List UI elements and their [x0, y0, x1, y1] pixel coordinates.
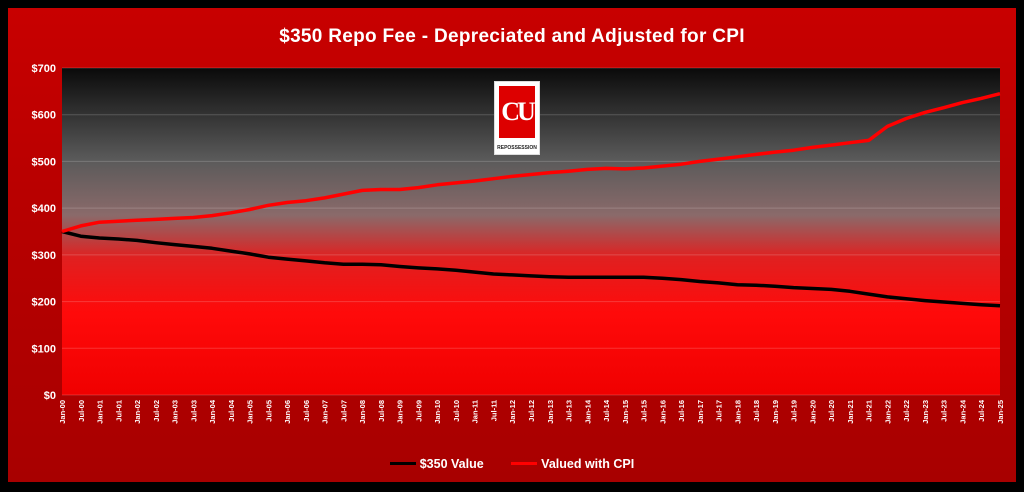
x-tick-label: Jul-17: [715, 400, 724, 422]
x-tick-label: Jul-16: [677, 400, 686, 422]
x-tick-label: Jul-15: [640, 400, 649, 422]
logo-monogram: CU: [499, 86, 536, 138]
x-tick-label: Jul-00: [77, 400, 86, 422]
x-tick-label: Jul-18: [752, 400, 761, 422]
x-tick-label: Jan-18: [733, 400, 742, 424]
legend-item-cpi: Valued with CPI: [511, 457, 634, 471]
x-tick-label: Jul-13: [565, 400, 574, 422]
x-tick-label: Jan-16: [658, 400, 667, 424]
x-tick-label: Jul-03: [189, 400, 198, 422]
y-tick-label: $0: [44, 390, 56, 402]
x-tick-label: Jan-17: [696, 400, 705, 424]
x-tick-label: Jul-01: [114, 400, 123, 422]
x-tick-label: Jan-12: [508, 400, 517, 424]
legend-swatch-350-value: [389, 462, 416, 465]
legend-item-350-value: $350 Value: [389, 456, 484, 471]
x-tick-label: Jan-08: [358, 400, 367, 424]
y-tick-label: $400: [32, 203, 56, 215]
legend-label-cpi: Valued with CPI: [541, 456, 635, 471]
x-tick-label: Jan-19: [771, 400, 780, 424]
x-tick-label: Jul-06: [302, 400, 311, 422]
x-tick-label: Jul-23: [940, 400, 949, 422]
series-line-cpi: [61, 92, 1001, 234]
x-tick-label: Jan-06: [283, 400, 292, 424]
x-tick-label: Jul-19: [790, 400, 799, 422]
x-tick-label: Jan-25: [996, 400, 1005, 424]
x-tick-label: Jul-12: [527, 400, 536, 422]
x-tick-label: Jul-20: [827, 400, 836, 422]
chart-panel: $350 Repo Fee - Depreciated and Adjusted…: [8, 8, 1016, 482]
legend-label-350-value: $350 Value: [419, 456, 484, 471]
x-tick-label: Jan-05: [246, 400, 255, 424]
x-tick-label: Jan-07: [321, 400, 330, 424]
y-tick-label: $200: [32, 297, 56, 309]
x-tick-label: Jul-11: [489, 400, 498, 421]
x-tick-label: Jan-11: [471, 400, 480, 423]
chart-title: $350 Repo Fee - Depreciated and Adjusted…: [279, 26, 745, 47]
x-tick-label: Jan-01: [96, 400, 105, 424]
x-tick-label: Jul-22: [902, 400, 911, 422]
x-tick-label: Jan-14: [583, 399, 592, 424]
y-tick-label: $500: [32, 156, 56, 168]
x-tick-label: Jul-10: [452, 400, 461, 422]
x-tick-label: Jan-24: [958, 399, 967, 424]
x-tick-label: Jul-14: [602, 399, 611, 422]
logo-word: REPOSSESSION: [497, 145, 537, 151]
x-tick-label: Jul-09: [414, 400, 423, 422]
y-tick-label: $600: [32, 110, 56, 122]
x-tick-label: Jan-22: [883, 400, 892, 424]
x-tick-label: Jan-02: [133, 400, 142, 424]
logo: CU REPOSSESSION: [494, 81, 540, 155]
x-tick-label: Jan-04: [208, 399, 217, 424]
y-tick-label: $700: [32, 63, 56, 75]
x-tick-label: Jul-04: [227, 399, 236, 422]
y-tick-label: $300: [32, 250, 56, 262]
plot-area: $0 $100 $200 $300 $400 $500 $600 $700 Jan-00 Jul…: [32, 63, 1005, 424]
x-tick-label: Jan-03: [171, 400, 180, 424]
x-tick-label: Jul-21: [865, 400, 874, 422]
x-tick-label: Jan-09: [396, 400, 405, 424]
x-tick-label: Jul-07: [339, 400, 348, 422]
x-tick-label: Jan-13: [546, 400, 555, 424]
x-tick-label: Jul-08: [377, 400, 386, 422]
x-tick-label: Jan-23: [921, 400, 930, 424]
x-tick-label: Jul-02: [152, 400, 161, 422]
x-tick-label: Jan-21: [846, 400, 855, 424]
legend-swatch-cpi: [511, 462, 538, 465]
y-tick-label: $100: [32, 343, 56, 355]
legend: $350 Value Valued with CPI: [8, 454, 1016, 471]
x-tick-label: Jan-15: [621, 400, 630, 424]
series-line-350-value: [61, 229, 1001, 308]
x-tick-label: Jan-00: [58, 400, 67, 424]
x-tick-label: Jul-24: [977, 399, 986, 422]
x-tick-label: Jan-10: [433, 400, 442, 424]
x-tick-label: Jan-20: [808, 400, 817, 424]
x-tick-label: Jul-05: [264, 400, 273, 422]
